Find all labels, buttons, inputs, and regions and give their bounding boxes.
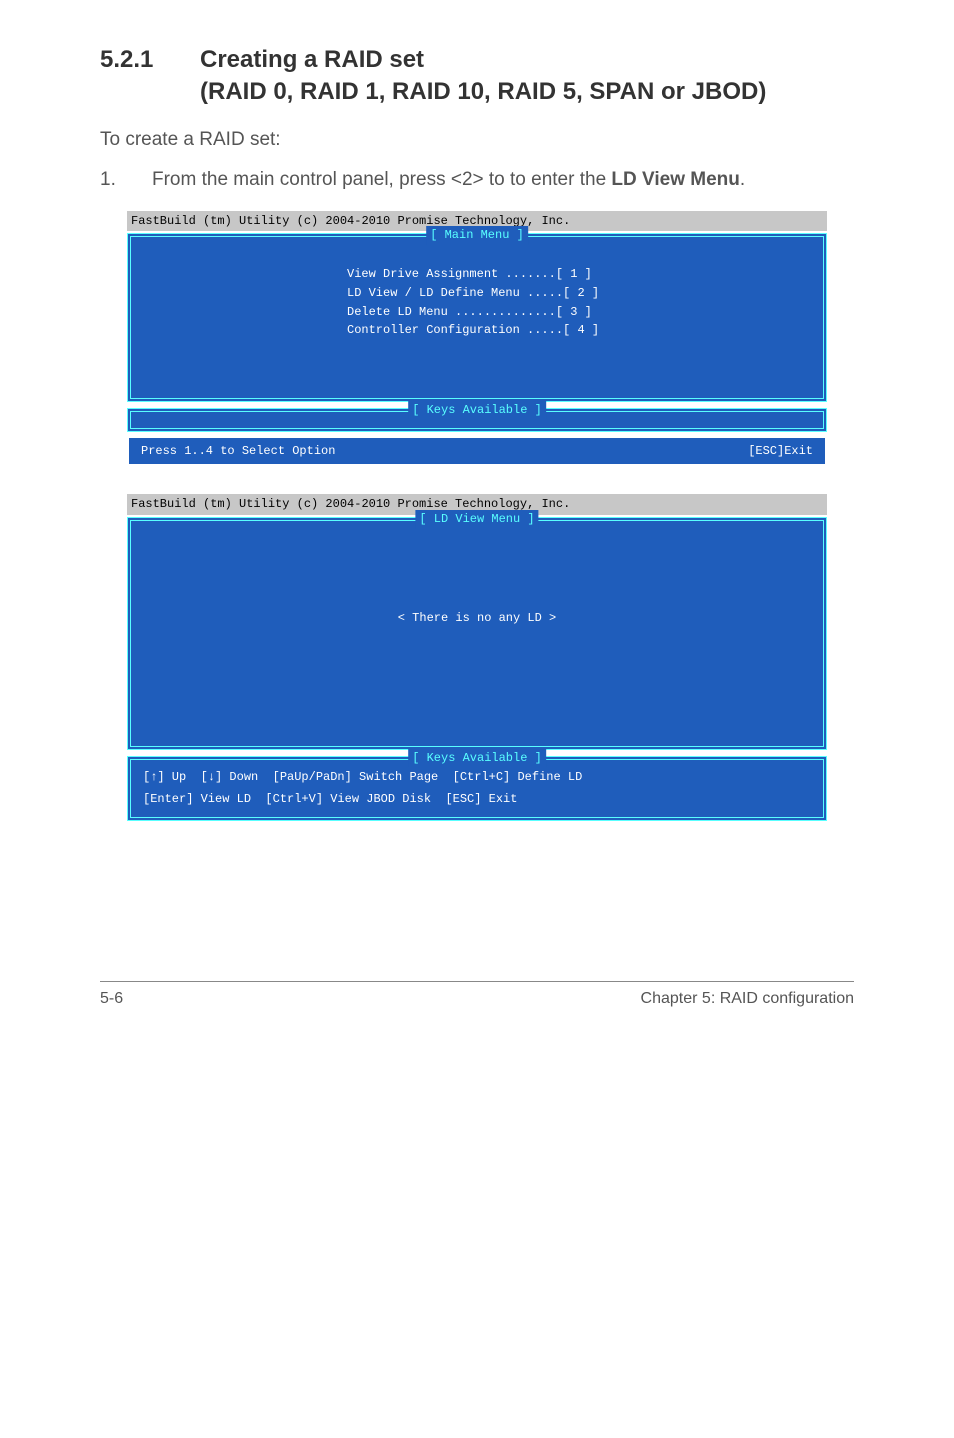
menu-item-1: View Drive Assignment .......[ 1 ] xyxy=(347,265,607,284)
step-text-suffix: . xyxy=(740,169,745,190)
page-footer: 5-6 Chapter 5: RAID configuration xyxy=(0,981,954,1038)
keys-available-title-2: [ Keys Available ] xyxy=(408,749,546,768)
keys-left: Press 1..4 to Select Option xyxy=(141,442,335,461)
ld-view-panel: [ LD View Menu ] < There is no any LD > xyxy=(127,517,827,750)
main-menu-title: [ Main Menu ] xyxy=(426,226,528,245)
ld-view-message: < There is no any LD > xyxy=(139,529,815,738)
section-number: 5.2.1 xyxy=(100,44,200,76)
section-title-line2: (RAID 0, RAID 1, RAID 10, RAID 5, SPAN o… xyxy=(200,76,854,108)
step-text-prefix: From the main control panel, press <2> t… xyxy=(152,169,611,190)
menu-item-4: Controller Configuration .....[ 4 ] xyxy=(347,321,607,340)
footer-right: Chapter 5: RAID configuration xyxy=(641,990,854,1008)
keys-row-panel: Press 1..4 to Select Option [ESC]Exit xyxy=(127,436,827,467)
step-number: 1. xyxy=(100,169,152,191)
keys-right: [ESC]Exit xyxy=(748,442,813,461)
terminal-1: FastBuild (tm) Utility (c) 2004-2010 Pro… xyxy=(127,211,827,467)
keys-line-1: [↑] Up [↓] Down [PaUp/PaDn] Switch Page … xyxy=(131,766,823,789)
keys-line-2: [Enter] View LD [Ctrl+V] View JBOD Disk … xyxy=(131,788,823,811)
step-text: From the main control panel, press <2> t… xyxy=(152,169,854,191)
menu-item-3: Delete LD Menu ..............[ 3 ] xyxy=(347,303,607,322)
intro-text: To create a RAID set: xyxy=(100,129,854,151)
terminal-2: FastBuild (tm) Utility (c) 2004-2010 Pro… xyxy=(127,494,827,820)
main-menu-items: View Drive Assignment .......[ 1 ] LD Vi… xyxy=(139,245,815,389)
main-menu-panel: [ Main Menu ] View Drive Assignment ....… xyxy=(127,233,827,401)
step-text-bold: LD View Menu xyxy=(611,169,739,190)
footer-left: 5-6 xyxy=(100,990,123,1008)
keys-available-panel-1: [ Keys Available ] xyxy=(127,408,827,432)
section-title-line1: Creating a RAID set xyxy=(200,46,424,73)
menu-item-2: LD View / LD Define Menu .....[ 2 ] xyxy=(347,284,607,303)
keys-available-panel-2: [ Keys Available ] [↑] Up [↓] Down [PaUp… xyxy=(127,756,827,821)
ld-view-title: [ LD View Menu ] xyxy=(415,510,538,529)
step-1: 1. From the main control panel, press <2… xyxy=(100,169,854,191)
keys-available-title-1: [ Keys Available ] xyxy=(408,401,546,420)
section-heading: 5.2.1Creating a RAID set (RAID 0, RAID 1… xyxy=(100,44,854,109)
